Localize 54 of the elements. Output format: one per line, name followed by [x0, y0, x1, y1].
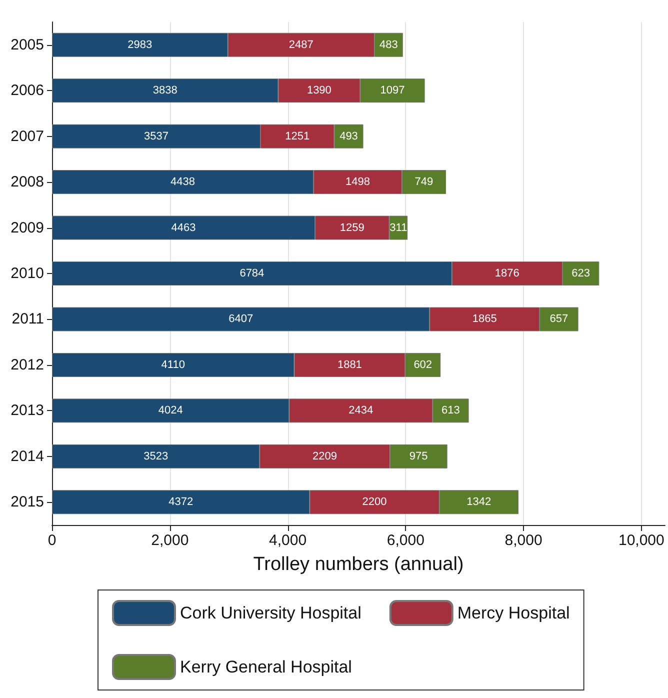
data-label: 4110: [161, 358, 185, 371]
data-label: 6407: [228, 313, 254, 326]
data-label: 4024: [158, 404, 183, 417]
y-tick-label: 2005: [10, 36, 44, 54]
data-label: 6784: [240, 268, 264, 280]
y-tick-label: 2006: [10, 82, 44, 100]
data-label: 3838: [152, 84, 178, 97]
y-tick-label: 2009: [10, 219, 44, 236]
data-label: 4372: [168, 496, 194, 508]
data-label: 1342: [466, 496, 492, 508]
data-label: 602: [414, 358, 432, 371]
data-label: 613: [442, 404, 460, 417]
data-label: 1097: [380, 84, 405, 97]
data-label: 4463: [171, 222, 196, 234]
data-label: 483: [379, 38, 398, 51]
y-tick-label: 2010: [10, 265, 44, 282]
data-label: 1390: [306, 84, 332, 97]
y-tick-label: 2012: [10, 356, 44, 374]
x-tick-label: 2,000: [151, 532, 189, 549]
y-tick-label: 2011: [12, 310, 44, 328]
data-label: 1259: [340, 222, 364, 234]
data-label: 1498: [345, 176, 370, 188]
data-label: 2209: [312, 450, 337, 462]
data-label: 975: [409, 450, 428, 462]
data-label: 3523: [144, 450, 168, 462]
data-label: 1251: [285, 130, 310, 142]
x-tick-label: 8,000: [504, 532, 542, 549]
y-tick-label: 2013: [10, 402, 44, 420]
data-label: 2487: [288, 38, 314, 51]
data-label: 749: [414, 176, 434, 188]
data-label: 4438: [170, 176, 196, 188]
x-tick-label: 4,000: [268, 532, 307, 549]
x-axis-title: Trolley numbers (annual): [253, 554, 464, 575]
data-label: 2434: [348, 404, 374, 417]
y-tick-label: 2007: [10, 128, 44, 145]
x-tick-label: 10,000: [618, 532, 664, 549]
data-label: 623: [572, 268, 590, 280]
x-tick-label: 6,000: [386, 532, 424, 549]
data-label: 1881: [337, 358, 362, 371]
data-label: 311: [390, 222, 408, 234]
data-label: 1865: [472, 313, 497, 326]
y-tick-label: 2015: [10, 494, 44, 511]
data-label: 493: [340, 130, 358, 142]
data-label: 3537: [144, 130, 168, 142]
data-label: 657: [550, 313, 568, 326]
y-tick-label: 2014: [10, 448, 44, 465]
data-label: 2983: [128, 38, 152, 51]
y-tick-label: 2008: [10, 174, 44, 191]
legend-label: Cork University Hospital: [180, 604, 362, 622]
legend-label: Mercy Hospital: [457, 604, 570, 622]
legend-label: Kerry General Hospital: [180, 658, 352, 676]
data-label: 1876: [494, 268, 520, 280]
data-label: 2200: [362, 496, 387, 508]
x-tick-label: 0: [48, 532, 56, 549]
